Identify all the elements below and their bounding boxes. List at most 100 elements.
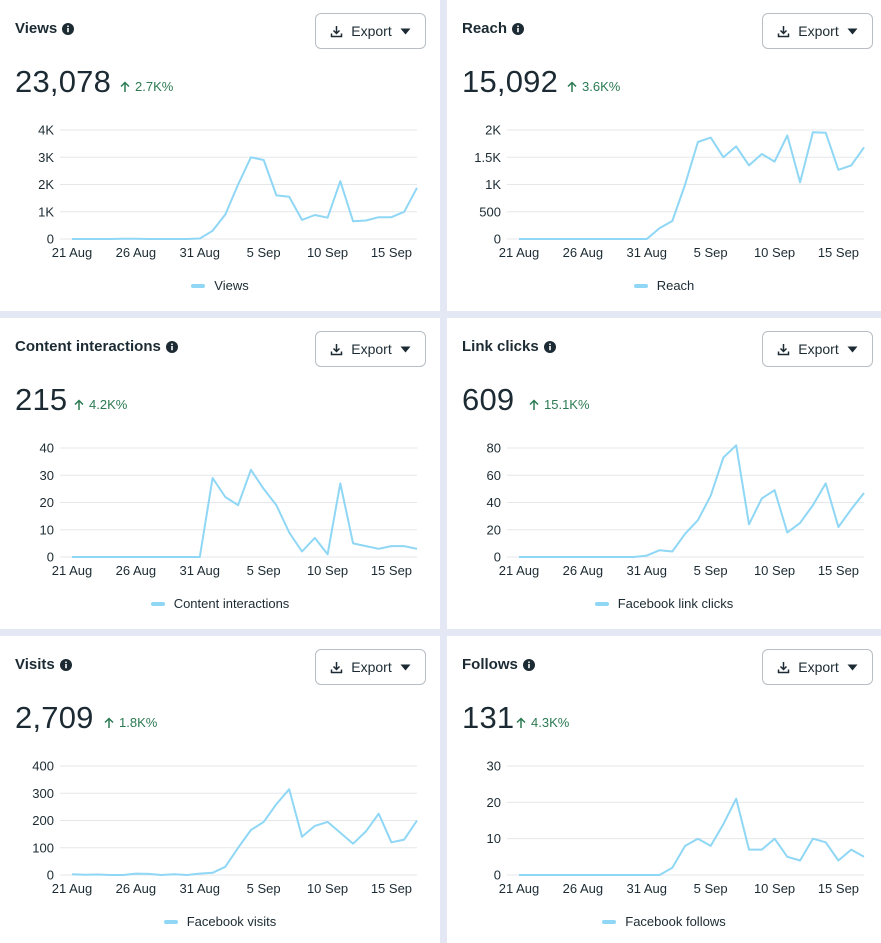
metric-value: 15,092 bbox=[462, 64, 559, 99]
y-tick-label: 1.5K bbox=[474, 150, 501, 165]
y-tick-label: 20 bbox=[40, 495, 54, 510]
info-icon[interactable] bbox=[59, 658, 72, 671]
follows-line-chart: 0 10 20 30 21 Aug 26 Aug 31 Aug 5 Sep 10 Sep 15 S… bbox=[487, 759, 865, 896]
card-visits: Visits Export 2,709 1.8K% 0 100 200 300 400 2… bbox=[0, 636, 440, 943]
legend-label: Reach bbox=[656, 278, 695, 293]
x-tick-label: 10 Sep bbox=[307, 563, 348, 578]
x-tick-label: 21 Aug bbox=[52, 881, 93, 896]
export-label: Export bbox=[798, 341, 839, 357]
x-tick-label: 31 Aug bbox=[627, 245, 668, 260]
card-title: Follows bbox=[462, 656, 535, 673]
card-content-interactions: Content interactions Export 215 4.2K% 0 1… bbox=[0, 318, 440, 629]
x-tick-label: 5 Sep bbox=[247, 245, 281, 260]
y-tick-label: 0 bbox=[47, 868, 54, 883]
y-tick-label: 500 bbox=[479, 204, 501, 219]
legend-swatch bbox=[602, 919, 617, 924]
chart-legend: Content interactions bbox=[0, 596, 440, 611]
metric-delta-text: 4.2K% bbox=[89, 397, 128, 412]
export-button[interactable]: Export bbox=[315, 331, 426, 367]
y-tick-label: 400 bbox=[32, 759, 54, 774]
y-tick-label: 40 bbox=[487, 495, 501, 510]
metric-delta-text: 2.7K% bbox=[135, 79, 174, 94]
card-title-text: Link clicks bbox=[462, 338, 539, 355]
card-title-text: Follows bbox=[462, 656, 518, 673]
series-line bbox=[519, 131, 865, 240]
views-line-chart: 0 1K 2K 3K 4K 21 Aug 26 Aug 31 Aug 5 Sep 10 Sep 15… bbox=[38, 123, 418, 260]
visits-line-chart: 0 100 200 300 400 21 Aug 26 Aug 31 Aug 5 Sep 10 S… bbox=[32, 759, 418, 896]
export-button[interactable]: Export bbox=[315, 649, 426, 685]
metric-value: 215 bbox=[15, 382, 68, 417]
chart-legend: Facebook follows bbox=[447, 914, 881, 929]
x-tick-label: 15 Sep bbox=[818, 563, 859, 578]
arrow-up-icon bbox=[74, 398, 84, 410]
y-tick-label: 80 bbox=[487, 441, 501, 456]
card-link-clicks: Link clicks Export 609 15.1K% 0 20 40 60 80 2… bbox=[447, 318, 881, 629]
chart-legend: Facebook visits bbox=[0, 914, 440, 929]
export-button[interactable]: Export bbox=[762, 13, 873, 49]
caret-down-icon bbox=[400, 346, 411, 352]
x-tick-label: 15 Sep bbox=[371, 245, 412, 260]
card-title-text: Content interactions bbox=[15, 338, 161, 355]
metric-delta: 1.8K% bbox=[104, 715, 157, 730]
x-tick-label: 21 Aug bbox=[499, 245, 540, 260]
series-line bbox=[72, 468, 418, 558]
x-tick-label: 15 Sep bbox=[818, 245, 859, 260]
download-icon bbox=[778, 661, 790, 673]
metric-delta: 15.1K% bbox=[529, 397, 590, 412]
x-tick-label: 5 Sep bbox=[694, 245, 728, 260]
info-icon[interactable] bbox=[522, 658, 535, 671]
chart-legend: Facebook link clicks bbox=[447, 596, 881, 611]
y-tick-label: 0 bbox=[494, 868, 501, 883]
metric-delta: 2.7K% bbox=[120, 79, 173, 94]
x-tick-label: 21 Aug bbox=[499, 881, 540, 896]
legend-label: Content interactions bbox=[173, 596, 290, 611]
x-tick-label: 5 Sep bbox=[247, 563, 281, 578]
content-interactions-line-chart: 0 10 20 30 40 21 Aug 26 Aug 31 Aug 5 Sep 10 Sep 15… bbox=[40, 441, 418, 578]
caret-down-icon bbox=[847, 346, 858, 352]
x-tick-label: 31 Aug bbox=[180, 245, 221, 260]
x-tick-label: 26 Aug bbox=[116, 245, 157, 260]
x-tick-label: 10 Sep bbox=[307, 881, 348, 896]
info-icon[interactable] bbox=[543, 340, 556, 353]
card-title-text: Reach bbox=[462, 20, 508, 37]
export-label: Export bbox=[351, 341, 392, 357]
y-tick-label: 0 bbox=[47, 232, 54, 247]
legend-swatch bbox=[163, 919, 178, 924]
card-title: Views bbox=[15, 20, 75, 37]
info-icon[interactable] bbox=[512, 22, 525, 35]
x-tick-label: 31 Aug bbox=[627, 563, 668, 578]
arrow-up-icon bbox=[120, 80, 130, 92]
series-line bbox=[72, 156, 418, 240]
x-tick-label: 15 Sep bbox=[818, 881, 859, 896]
x-tick-label: 21 Aug bbox=[52, 563, 93, 578]
y-tick-label: 10 bbox=[40, 522, 54, 537]
x-tick-label: 10 Sep bbox=[307, 245, 348, 260]
download-icon bbox=[331, 25, 343, 37]
chart-legend: Reach bbox=[447, 278, 881, 293]
metric-delta-text: 4.3K% bbox=[531, 715, 570, 730]
x-tick-label: 10 Sep bbox=[754, 245, 795, 260]
arrow-up-icon bbox=[567, 80, 577, 92]
metric-delta-text: 15.1K% bbox=[544, 397, 590, 412]
export-button[interactable]: Export bbox=[762, 649, 873, 685]
info-icon[interactable] bbox=[62, 22, 75, 35]
card-title: Reach bbox=[462, 20, 525, 37]
metric-value: 23,078 bbox=[15, 64, 112, 99]
y-tick-label: 10 bbox=[487, 831, 501, 846]
card-title-text: Visits bbox=[15, 656, 55, 673]
y-tick-label: 40 bbox=[40, 441, 54, 456]
export-button[interactable]: Export bbox=[315, 13, 426, 49]
x-tick-label: 15 Sep bbox=[371, 563, 412, 578]
export-label: Export bbox=[798, 659, 839, 675]
y-tick-label: 1K bbox=[485, 177, 501, 192]
x-tick-label: 5 Sep bbox=[247, 881, 281, 896]
card-title-text: Views bbox=[15, 20, 58, 37]
caret-down-icon bbox=[847, 28, 858, 34]
export-label: Export bbox=[351, 23, 392, 39]
export-button[interactable]: Export bbox=[762, 331, 873, 367]
legend-label: Facebook visits bbox=[186, 914, 277, 929]
y-tick-label: 2K bbox=[485, 123, 501, 138]
y-tick-label: 3K bbox=[38, 150, 54, 165]
chart-legend: Views bbox=[0, 278, 440, 293]
info-icon[interactable] bbox=[165, 340, 178, 353]
